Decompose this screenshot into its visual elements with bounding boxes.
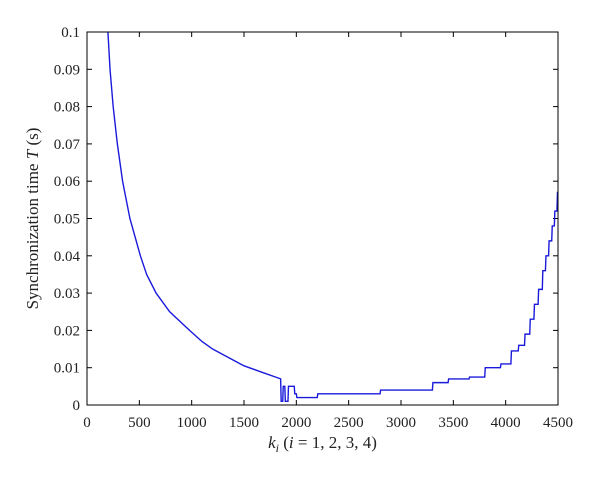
x-tick-label: 1000 [177,415,207,431]
x-tick-label: 500 [128,415,151,431]
x-tick-label: 0 [83,415,91,431]
y-tick-label: 0.08 [54,100,80,116]
x-axis-label-variable: k [268,433,276,452]
y-tick-label: 0.1 [61,25,80,41]
x-axis-label-values: = 1, 2, 3, 4) [294,433,377,452]
x-tick-label: 2500 [334,415,364,431]
y-axis-label: Synchronization time T (s) [23,128,42,310]
x-tick-label: 4500 [543,415,573,431]
x-tick-label: 3500 [438,415,468,431]
y-axis-label-prefix: Synchronization time [23,159,42,309]
y-tick-label: 0.01 [54,361,80,377]
y-tick-label: 0.07 [54,137,81,153]
x-axis-label-subscript: i [276,441,279,455]
plot-area-frame [86,31,559,406]
y-tick-label: 0.09 [54,62,80,78]
x-axis-label: ki (i = 1, 2, 3, 4) [268,433,377,455]
y-tick-label: 0.02 [54,323,80,339]
y-axis-label-variable: T [23,148,42,159]
y-tick-label: 0.06 [54,174,81,190]
tick-marks [86,31,559,406]
x-tick-label: 1500 [229,415,259,431]
x-axis-label-index: i [289,433,294,452]
x-tick-label: 4000 [491,415,521,431]
y-tick-label: 0.03 [54,286,80,302]
series-line [107,31,559,402]
x-tick-label: 3000 [386,415,416,431]
x-tick-label: 2000 [281,415,311,431]
tick-labels: 0 500 1000 1500 2000 2500 3000 3500 4000 4500 0 0.0… [54,25,573,431]
y-tick-label: 0.04 [54,249,81,265]
x-axis-label-open: ( [279,433,289,452]
y-tick-label: 0 [73,398,81,414]
y-axis-label-unit: (s) [23,128,42,150]
y-tick-label: 0.05 [54,212,80,228]
